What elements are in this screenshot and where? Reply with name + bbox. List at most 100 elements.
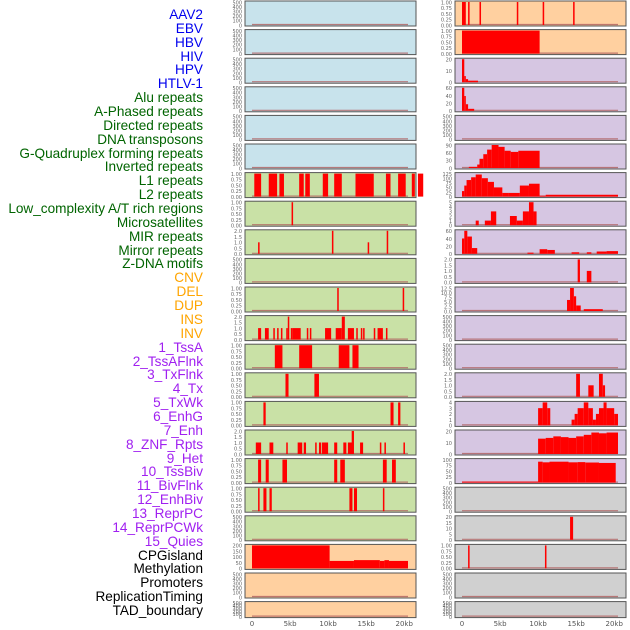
track-label: HBV [175,34,203,50]
data-bar [255,442,262,454]
y-tick-label: 1 [449,418,452,424]
data-bar [299,173,304,197]
y-tick-label: 0 [449,252,452,258]
y-tick-label: 200 [442,357,452,363]
right-panel [454,515,627,542]
data-bar [516,2,519,25]
y-tick-label: 0.25 [441,18,452,24]
y-tick-label: 500 [232,115,242,121]
y-tick-label: 60 [446,151,452,157]
y-tick-label: 125 [442,172,452,178]
y-tick-label: 2.0 [234,429,242,435]
y-tick-label: 150 [232,549,242,555]
track-label: 13_ReprPC [131,505,203,521]
track-label: TAD_boundary [112,603,203,618]
data-bar [465,79,469,83]
y-tick-label: 0.25 [231,418,242,424]
track-label: AAV2 [169,7,203,22]
data-bar [468,108,475,111]
y-tick-label: 0.0 [234,452,242,458]
data-bar [545,194,618,197]
y-tick-label: 1.0 [234,241,242,247]
y-tick-label: 200 [442,329,452,335]
y-tick-label: 2.0 [444,372,452,378]
data-bar [586,270,592,283]
data-bar [606,408,615,426]
y-tick-label: 10 [446,69,452,75]
y-tick-label: 400 [232,62,242,68]
data-bar [518,150,540,168]
data-bar [273,328,275,340]
left-panel [244,429,417,456]
track-label: 11_BivFlnk [136,478,203,494]
y-tick-label: 100 [232,105,242,111]
data-bar [382,459,387,483]
y-tick-label: 60 [446,229,452,235]
y-tick-label: 500 [232,515,242,521]
y-tick-label: 0 [449,338,452,344]
y-tick-label: 1.00 [231,487,242,493]
y-tick-label: 4 [449,205,452,211]
data-bar [487,181,494,197]
data-bar [570,516,574,540]
y-tick-label: 0.75 [231,206,242,212]
y-tick-label: 1.0 [234,326,242,332]
y-tick-label: 2.0 [234,229,242,235]
data-bar [479,2,482,25]
y-tick-label: 0.50 [231,212,242,218]
y-tick-label: 1.5 [444,263,452,269]
y-tick-label: 2 [449,412,452,418]
y-tick-label: 300 [442,496,452,502]
track-label: EBV [175,20,203,36]
data-bar [516,220,523,226]
data-bar [547,249,555,254]
y-tick-label: 0.25 [231,389,242,395]
data-bar [583,434,592,454]
data-bar [464,185,467,197]
data-bar [360,328,363,340]
left-panel [244,515,417,542]
left-panel [244,57,417,84]
data-bar [549,461,569,483]
y-tick-label: 100 [442,333,452,339]
track-label: 10_TssBiv [141,464,203,480]
data-bar [567,299,571,311]
y-tick-label: 0.75 [441,6,452,12]
y-tick-label: 400 [232,577,242,583]
data-bar [286,442,288,454]
data-bar [334,459,338,483]
data-bar [398,402,401,426]
data-bar [542,402,548,426]
y-tick-label: 2.0 [234,315,242,321]
data-bar [468,2,470,25]
y-tick-label: 0.50 [231,355,242,361]
track-label: DNA transposons [97,131,203,147]
y-tick-label: 300 [232,10,242,16]
y-tick-label: 0.75 [231,292,242,298]
left-panel [244,200,417,227]
y-tick-label: 100 [442,177,452,183]
data-bar [462,87,465,111]
left-panel [244,400,417,427]
y-tick-label: 0.00 [231,224,242,230]
data-bar [353,488,358,512]
y-tick-label: 100 [232,76,242,82]
track-label: Mirror repeats [118,242,203,258]
track-label: L1 repeats [138,173,203,189]
data-bar [258,242,260,254]
data-bar [367,242,370,254]
y-tick-label: 400 [232,262,242,268]
data-bar [598,408,604,426]
data-bar [282,459,288,483]
y-tick-label: 300 [232,267,242,273]
data-bar [502,192,509,197]
right-panel [454,57,627,84]
y-tick-label: 0.00 [231,395,242,401]
y-tick-label: 0.00 [231,195,242,201]
data-bar [258,488,260,512]
data-bar [576,373,580,397]
data-bar [591,432,599,454]
y-tick-label: 20 [446,244,452,250]
y-tick-label: 100 [232,612,242,618]
